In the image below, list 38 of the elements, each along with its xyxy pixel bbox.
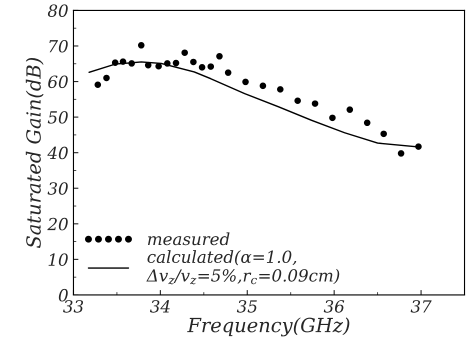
point bbox=[190, 58, 197, 66]
point bbox=[312, 100, 318, 107]
y-tick-label: 70 bbox=[49, 40, 68, 53]
y-tick-label: 40 bbox=[47, 146, 68, 160]
x-axis-title: Frequency(GHz) bbox=[187, 317, 350, 336]
y-tick-label: 20 bbox=[47, 218, 68, 230]
point bbox=[172, 60, 180, 66]
point bbox=[380, 130, 387, 138]
x-tick-label: 33 bbox=[63, 300, 84, 313]
point bbox=[329, 114, 336, 122]
point bbox=[216, 53, 223, 60]
x-tick-label: 36 bbox=[324, 300, 344, 313]
point bbox=[198, 64, 206, 71]
x-tick-label: 34 bbox=[150, 300, 170, 313]
y-tick-label: 60 bbox=[48, 76, 68, 88]
y-tick-label: 50 bbox=[48, 111, 68, 124]
x-tick-label: 37 bbox=[410, 300, 432, 313]
point bbox=[103, 74, 110, 82]
legend-label: calculated(α=1.0, Δv$_{z}$/v$_{z}$=5%,r$_{c}$=0.09cm) bbox=[146, 250, 340, 284]
point bbox=[346, 106, 354, 113]
y-tick-label: 10 bbox=[48, 253, 68, 266]
y-tick-label: 80 bbox=[48, 4, 68, 17]
point bbox=[208, 63, 214, 70]
y-axis-title: Saturated Gain(dB) bbox=[26, 58, 44, 248]
x-tick-label: 35 bbox=[236, 300, 257, 313]
point bbox=[242, 78, 249, 86]
legend-label: measured bbox=[148, 232, 230, 246]
y-tick-label: 0 bbox=[58, 288, 68, 302]
point bbox=[94, 81, 102, 88]
point bbox=[138, 42, 145, 49]
point bbox=[181, 49, 188, 56]
point bbox=[224, 69, 232, 76]
y-tick-label: 30 bbox=[48, 182, 68, 195]
point bbox=[364, 120, 370, 126]
point bbox=[260, 82, 266, 90]
point bbox=[294, 97, 301, 104]
point bbox=[277, 86, 284, 93]
point bbox=[398, 150, 404, 157]
